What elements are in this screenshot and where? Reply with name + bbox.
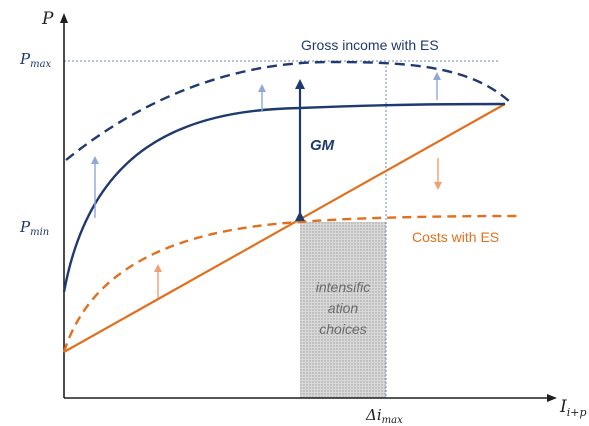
- intensification-box: [300, 222, 386, 398]
- costs-label: Costs with ES: [412, 229, 499, 245]
- x-axis-label: Ii+p: [559, 397, 587, 419]
- pmax-label: Pmax: [19, 50, 52, 70]
- cost-line: [63, 103, 506, 353]
- gm-label: GM: [310, 137, 335, 154]
- box-text-line3: choices: [319, 321, 366, 337]
- gross-income-curve: [62, 102, 506, 293]
- costs-with-es-curve: [62, 214, 521, 353]
- box-text-line2: ation: [328, 300, 359, 316]
- box-text-line1: intensific: [316, 279, 370, 295]
- delta-i-max-label: Δimax: [365, 406, 403, 426]
- pmin-label: Pmin: [19, 218, 49, 238]
- y-axis-label: P: [41, 9, 54, 29]
- gross-income-with-es-curve: [65, 60, 511, 161]
- gross-income-label: Gross income with ES: [301, 37, 439, 53]
